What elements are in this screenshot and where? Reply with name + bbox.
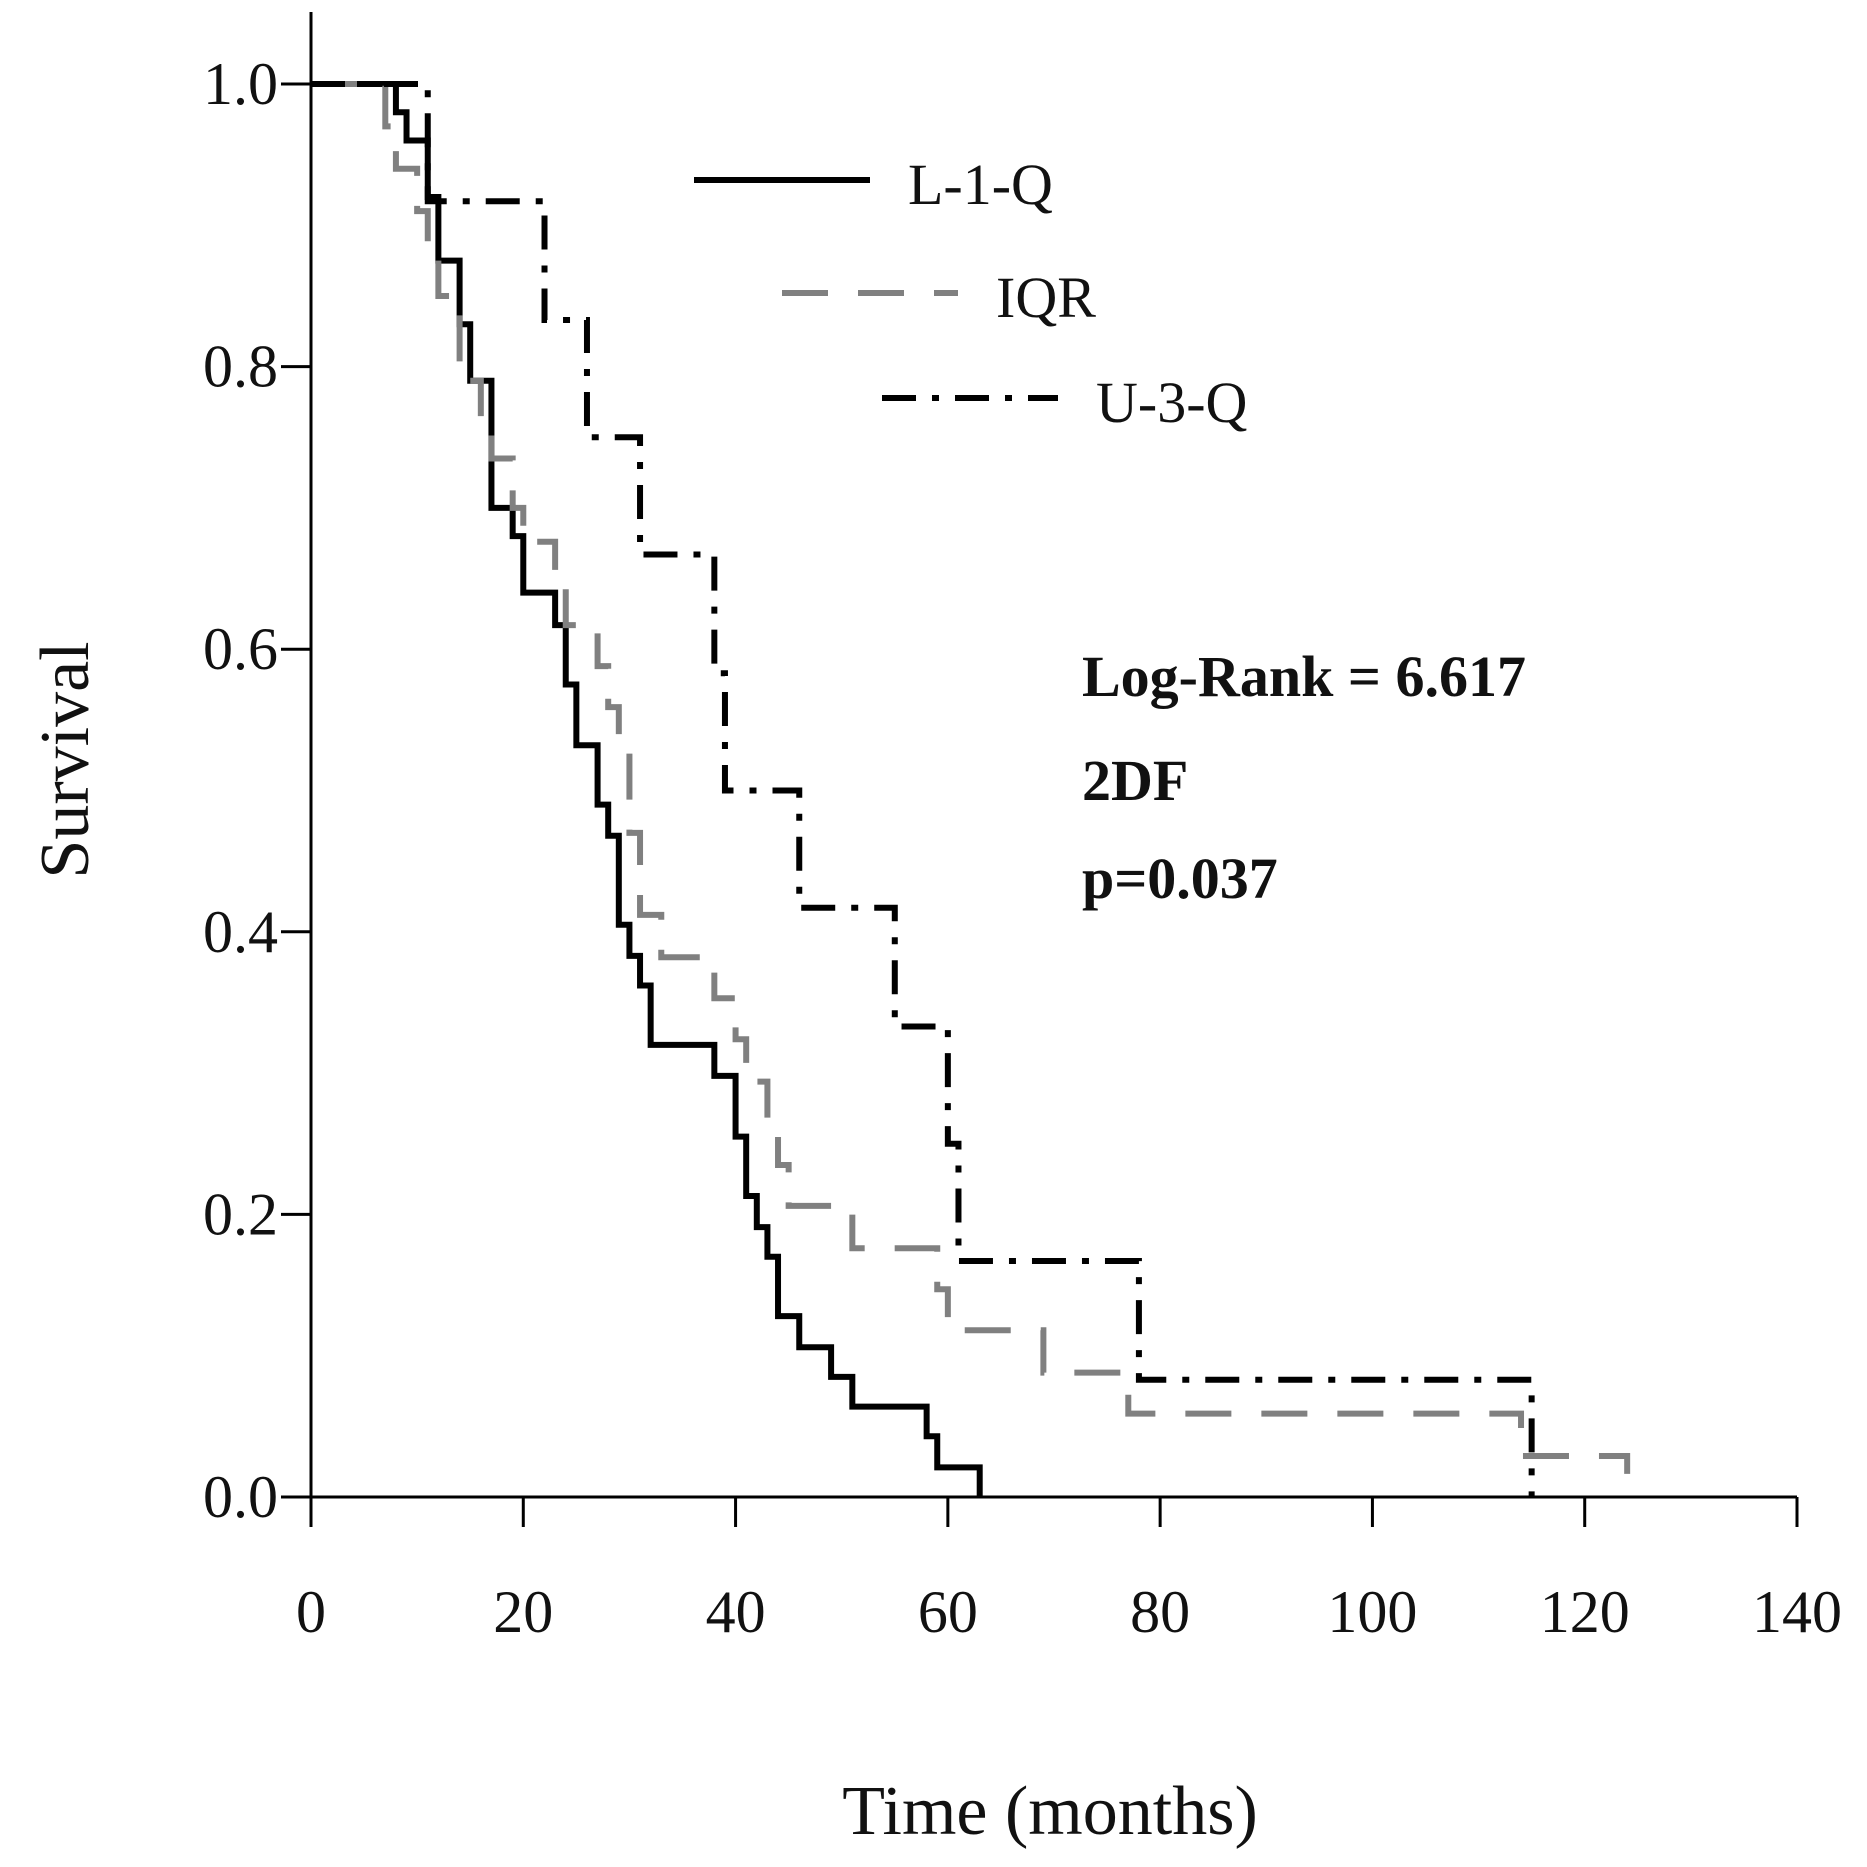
p-value-text: p=0.037: [1082, 846, 1278, 911]
legend-label: IQR: [996, 265, 1096, 330]
legend-label: L-1-Q: [908, 152, 1053, 217]
x-tick-label: 0: [296, 1579, 326, 1645]
y-tick-label: 0.6: [203, 616, 278, 682]
x-tick-label: 40: [706, 1579, 766, 1645]
stats-annotation: Log-Rank = 6.617 2DF p=0.037: [1082, 644, 1526, 911]
x-tick-label: 120: [1540, 1579, 1630, 1645]
x-tick-label: 60: [918, 1579, 978, 1645]
x-tick-label: 140: [1752, 1579, 1842, 1645]
y-ticks: [281, 82, 311, 1499]
y-tick-label: 0.8: [203, 334, 278, 400]
x-tick-label: 100: [1327, 1579, 1417, 1645]
series-line-u-3-q: [311, 81, 1535, 1497]
legend-label: U-3-Q: [1096, 370, 1247, 435]
x-tick-label: 80: [1130, 1579, 1190, 1645]
y-axis-title: Survival: [27, 641, 104, 878]
degrees-of-freedom-text: 2DF: [1082, 748, 1188, 813]
legend: L-1-Q IQR U-3-Q: [694, 152, 1247, 435]
x-axis-title: Time (months): [842, 1773, 1258, 1850]
x-ticks: [309, 1497, 1799, 1527]
y-tick-label: 1.0: [203, 51, 278, 117]
x-tick-label: 20: [493, 1579, 553, 1645]
y-tick-label: 0.0: [203, 1464, 278, 1530]
log-rank-text: Log-Rank = 6.617: [1082, 644, 1526, 709]
y-tick-label: 0.4: [203, 899, 278, 965]
y-tick-label: 0.2: [203, 1181, 278, 1247]
series-line-iqr: [311, 81, 1631, 1497]
